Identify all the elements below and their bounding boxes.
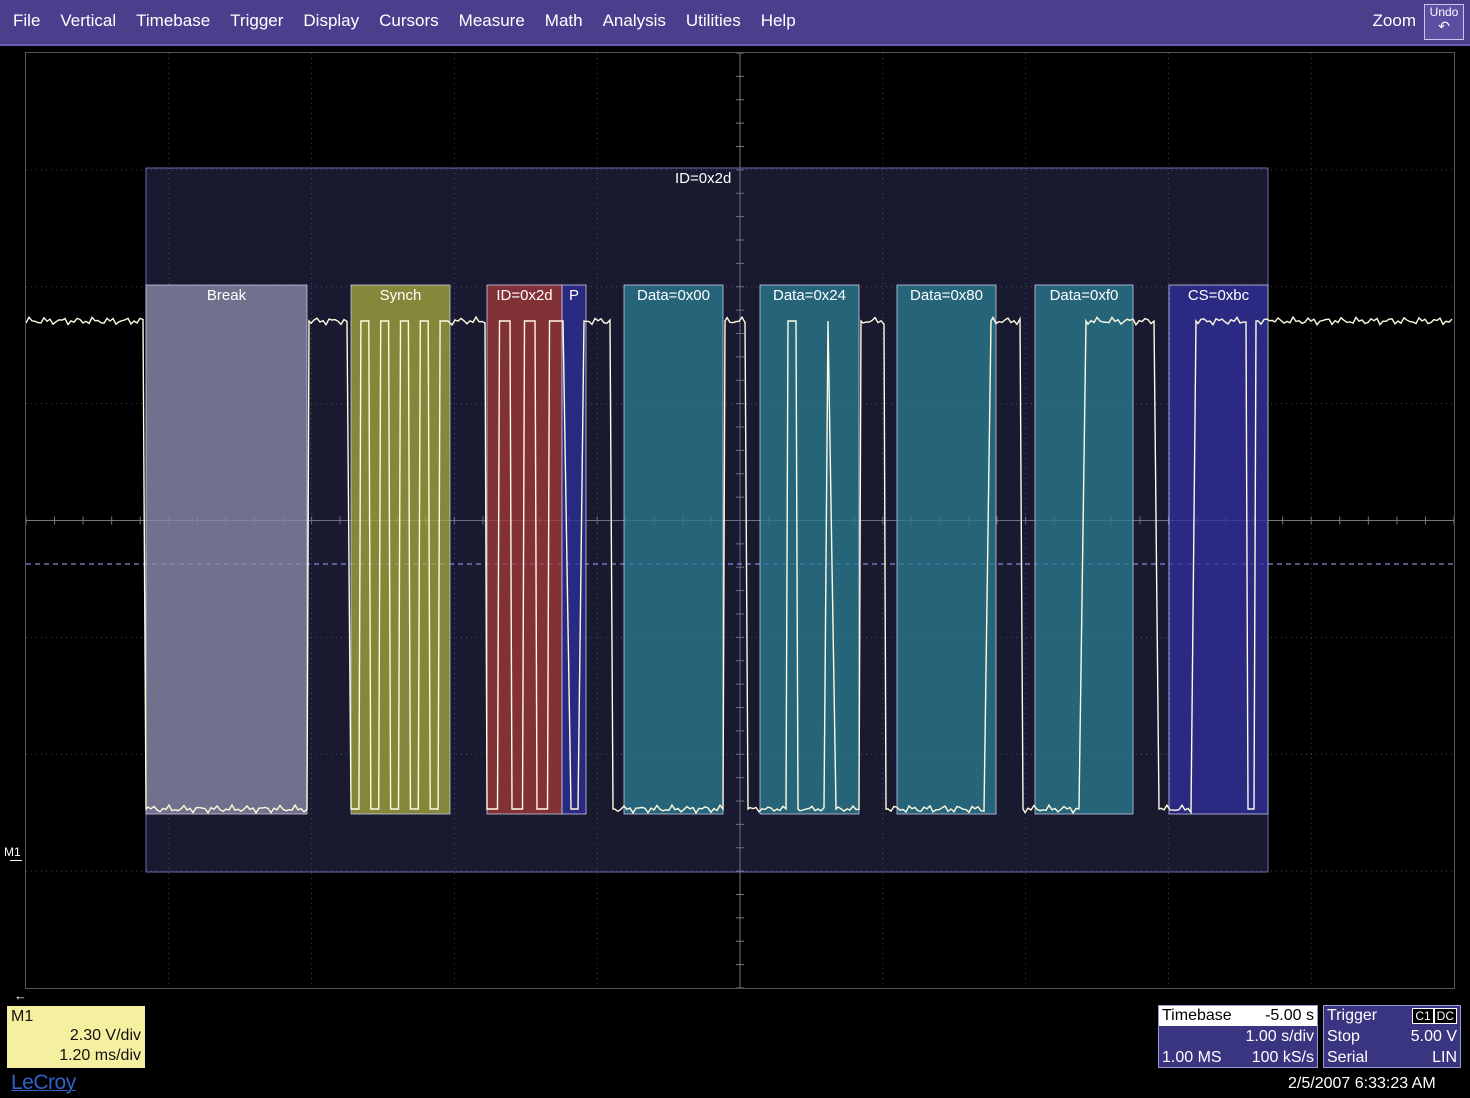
menu-vertical[interactable]: Vertical bbox=[60, 11, 117, 30]
timebase-scale: 1.00 s/div bbox=[1245, 1028, 1314, 1045]
trigger-type-row: Serial LIN bbox=[1324, 1047, 1460, 1068]
decode-frame-label: ID=0x2d bbox=[675, 170, 731, 187]
decode-segment-box bbox=[1168, 284, 1269, 815]
decode-segment-label: Data=0xf0 bbox=[1050, 287, 1119, 304]
decode-segment-box bbox=[1034, 284, 1134, 815]
trigger-level: 5.00 V bbox=[1410, 1028, 1457, 1045]
back-arrow-icon[interactable]: ← bbox=[14, 988, 27, 1003]
trigger-slope: LIN bbox=[1432, 1049, 1457, 1066]
brand-logo: LeCroy bbox=[11, 1071, 76, 1094]
decode-segment-label: CS=0xbc bbox=[1188, 287, 1250, 304]
menu-math[interactable]: Math bbox=[544, 11, 583, 30]
menu-measure[interactable]: Measure bbox=[458, 11, 525, 30]
trigger-header: Trigger C1 DC bbox=[1324, 1006, 1460, 1026]
menu-timebase[interactable]: Timebase bbox=[136, 11, 211, 30]
timebase-delay: -5.00 s bbox=[1265, 1007, 1314, 1024]
menu-cursors[interactable]: Cursors bbox=[379, 11, 439, 30]
waveform-display[interactable]: ID=0x2d Break Synch ID=0x2d P Data=0x00 Data=0… bbox=[25, 52, 1455, 989]
datetime-stamp: 2/5/2007 6:33:23 AM bbox=[1288, 1075, 1436, 1092]
timebase-samples: 1.00 MS bbox=[1162, 1049, 1222, 1066]
trigger-channel-badge: C1 bbox=[1412, 1008, 1434, 1024]
waveform-svg: ID=0x2d Break Synch ID=0x2d P Data=0x00 Data=0… bbox=[26, 53, 1454, 988]
m1-marker-tick bbox=[10, 860, 22, 861]
trigger-label: Trigger bbox=[1327, 1007, 1378, 1024]
trigger-mode: Stop bbox=[1327, 1028, 1360, 1045]
timebase-header: Timebase -5.00 s bbox=[1159, 1006, 1317, 1026]
decode-segment-box bbox=[623, 284, 724, 815]
m1-title: M1 bbox=[11, 1008, 34, 1025]
decode-segment-label: Break bbox=[207, 287, 247, 304]
decode-segment-label: Synch bbox=[380, 287, 422, 304]
decode-segment-label: ID=0x2d bbox=[496, 287, 552, 304]
timebase-descriptor-box[interactable]: Timebase -5.00 s 1.00 s/div 1.00 MS 100 … bbox=[1158, 1005, 1318, 1068]
decode-segment-box bbox=[145, 284, 308, 815]
decode-segment-box bbox=[759, 284, 860, 815]
m1-time-per-div: 1.20 ms/div bbox=[59, 1047, 141, 1064]
zoom-button[interactable]: Zoom bbox=[1372, 11, 1416, 30]
undo-arrow-icon: ↶ bbox=[1438, 18, 1450, 34]
decode-segment-label: Data=0x24 bbox=[773, 287, 846, 304]
menu-analysis[interactable]: Analysis bbox=[602, 11, 666, 30]
trigger-type: Serial bbox=[1327, 1049, 1368, 1066]
trigger-mode-row: Stop 5.00 V bbox=[1324, 1026, 1460, 1047]
decode-segment-label: Data=0x00 bbox=[637, 287, 710, 304]
trigger-coupling-badge: DC bbox=[1433, 1008, 1457, 1024]
m1-trace-marker[interactable]: M1 bbox=[4, 845, 21, 859]
undo-label: Undo bbox=[1429, 5, 1459, 19]
m1-volts-per-div: 2.30 V/div bbox=[69, 1027, 141, 1044]
waveform-trace bbox=[26, 315, 1453, 815]
timebase-rate: 100 kS/s bbox=[1251, 1049, 1314, 1066]
decode-segment-label: Data=0x80 bbox=[910, 287, 983, 304]
decode-segment-label: P bbox=[569, 287, 579, 304]
menu-items: File Vertical Timebase Trigger Display Cursor… bbox=[0, 0, 806, 44]
trigger-descriptor-box[interactable]: Trigger C1 DC Stop 5.00 V Serial LIN bbox=[1323, 1005, 1461, 1068]
decode-segment-box bbox=[561, 284, 587, 815]
timebase-label: Timebase bbox=[1162, 1007, 1232, 1024]
menu-utilities[interactable]: Utilities bbox=[685, 11, 741, 30]
timebase-scale-row: 1.00 s/div bbox=[1159, 1026, 1317, 1047]
menu-bar: File Vertical Timebase Trigger Display Cursor… bbox=[0, 0, 1470, 46]
m1-descriptor-box[interactable]: M1 2.30 V/div 1.20 ms/div bbox=[7, 1006, 145, 1068]
menu-help[interactable]: Help bbox=[760, 11, 796, 30]
menu-trigger[interactable]: Trigger bbox=[230, 11, 284, 30]
menu-file[interactable]: File bbox=[13, 11, 41, 30]
menu-display[interactable]: Display bbox=[303, 11, 360, 30]
timebase-sample-row: 1.00 MS 100 kS/s bbox=[1159, 1047, 1317, 1068]
undo-button[interactable]: Undo ↶ bbox=[1424, 4, 1464, 40]
decode-segment-box bbox=[896, 284, 997, 815]
